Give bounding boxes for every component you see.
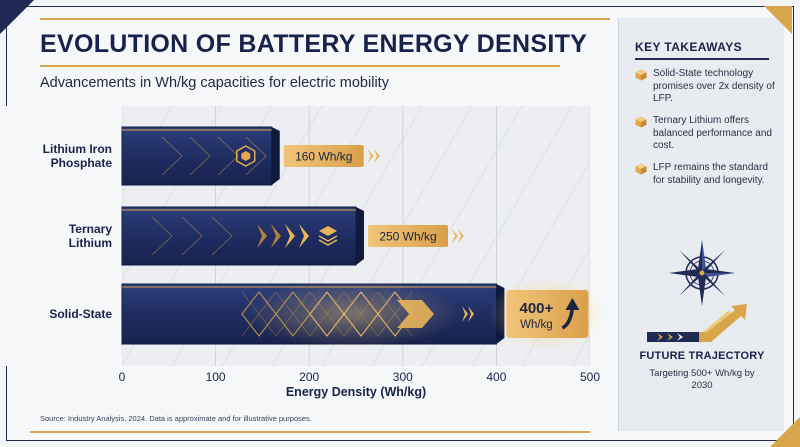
chevron-icon <box>299 224 309 248</box>
data-label-box <box>506 290 589 338</box>
takeaway-text: LFP remains the standard for stability a… <box>653 162 768 186</box>
title-underline <box>40 65 560 67</box>
data-label-text: 400+ Wh/kg <box>520 300 554 331</box>
page-subtitle: Advancements in Wh/kg capacities for ele… <box>40 75 389 91</box>
category-labels: Lithium Iron Phosphate Ternary Lithium Solid… <box>43 142 113 321</box>
data-label-text: 160 Wh/kg <box>295 150 352 164</box>
category-label: Solid-State <box>49 307 112 321</box>
takeaway-item: LFP remains the standard for stability a… <box>635 162 775 187</box>
chevron-icon <box>367 149 374 163</box>
x-tick-label: 0 <box>119 370 126 384</box>
data-labels: 160 Wh/kg 250 Wh/kg 400+ Wh/kg <box>283 145 606 352</box>
x-axis-label: Energy Density (Wh/kg) <box>286 385 426 399</box>
x-tick-label: 500 <box>580 370 600 384</box>
cube-icon <box>635 163 647 175</box>
x-tick-label: 100 <box>206 370 226 384</box>
bar-pattern <box>241 280 474 348</box>
page-title: EVOLUTION OF BATTERY ENERGY DENSITY <box>40 30 588 58</box>
key-takeaways-rule <box>635 58 769 60</box>
data-label-box <box>368 225 448 247</box>
bar-pattern <box>151 216 309 256</box>
bar <box>121 280 505 348</box>
energy-density-bar-chart: Lithium Iron Phosphate Ternary Lithium Solid… <box>0 105 618 399</box>
chevron-icon <box>271 224 281 248</box>
data-label: 250 Wh/kg <box>368 225 464 247</box>
bar-body <box>121 206 357 266</box>
up-arrow-icon <box>561 307 575 330</box>
data-label: 160 Wh/kg <box>283 145 380 167</box>
cube-icon <box>635 69 647 81</box>
category-label: Lithium Iron Phosphate <box>43 142 113 170</box>
x-tick-labels: 0 100 200 300 400 500 <box>119 370 601 384</box>
chevron-icon <box>257 224 267 248</box>
future-trajectory-title: FUTURE TRAJECTORY <box>639 350 765 362</box>
compass-icon <box>669 240 735 306</box>
corner-accent-top-left <box>0 0 34 34</box>
future-trajectory-text: Targeting 500+ Wh/kg by 2030 <box>649 368 755 391</box>
x-tick-label: 400 <box>486 370 506 384</box>
data-label-text: 250 Wh/kg <box>379 230 436 244</box>
data-label: 400+ Wh/kg <box>489 276 606 352</box>
takeaway-text: Ternary Lithium offers balanced performa… <box>653 115 772 151</box>
bars <box>121 126 505 348</box>
takeaway-item: Ternary Lithium offers balanced performa… <box>635 115 775 153</box>
rising-arrow-icon <box>647 304 747 342</box>
x-tick-label: 200 <box>299 370 319 384</box>
hexagon-icon <box>236 145 256 167</box>
sidebar-corner-accent <box>764 6 792 34</box>
x-tick-label: 300 <box>393 370 413 384</box>
bottom-gold-line <box>30 431 590 433</box>
takeaway-text: Solid-State technology promises over 2x … <box>653 68 775 104</box>
top-gold-line <box>40 18 610 20</box>
source-note: Source: Industry Analysis, 2024. Data is… <box>40 414 312 423</box>
chevron-icon <box>373 149 380 163</box>
bar <box>121 206 364 266</box>
chevron-icon <box>452 229 458 243</box>
cube-icon <box>635 116 647 128</box>
data-label-box <box>283 145 364 167</box>
bar <box>121 126 280 186</box>
chevron-icon <box>458 229 464 243</box>
key-takeaways-panel: KEY TAKEAWAYS Solid-State technology pro… <box>618 6 792 431</box>
grid-mask <box>0 106 122 366</box>
layers-icon <box>319 226 337 236</box>
takeaway-item: Solid-State technology promises over 2x … <box>635 68 775 106</box>
key-takeaways-title: KEY TAKEAWAYS <box>635 40 743 54</box>
chevron-icon <box>285 224 295 248</box>
bar-pattern <box>161 136 267 176</box>
category-label: Ternary Lithium <box>69 222 113 250</box>
